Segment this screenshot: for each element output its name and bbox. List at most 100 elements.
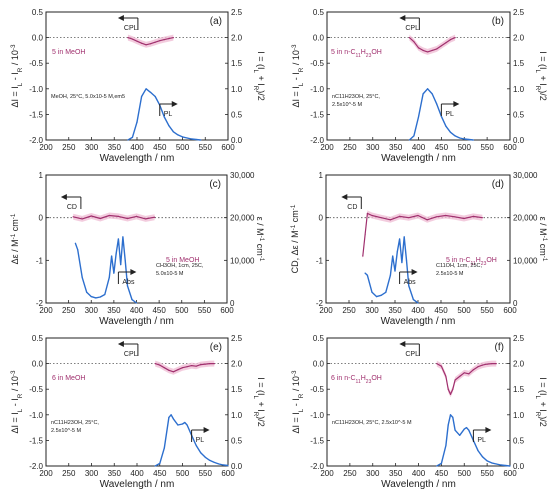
data-point-Abs	[126, 285, 129, 287]
data-point-CPL	[177, 369, 179, 371]
y-axis-label-left: ΔI = IL - IR / 10-3	[10, 44, 24, 107]
data-point-CD	[399, 215, 401, 217]
panel-d: 200 250 300 350 400 450 500 550 600 Wavelength / …	[290, 171, 549, 327]
panel-letter: (c)	[209, 179, 221, 190]
y-tick-label-right: 1.5	[231, 59, 243, 68]
arrow-top-label: CPL	[124, 25, 138, 32]
data-point-PL	[191, 138, 193, 140]
y-tick-label-left: -1	[316, 256, 324, 265]
x-tick-label: 450	[152, 306, 166, 315]
data-point-Abs	[389, 274, 391, 276]
x-axis-label: Wavelength / nm	[381, 153, 456, 164]
y-tick-label-left: -2	[316, 299, 324, 308]
y-axis-label-right-group: I = (IL + IR)/2	[253, 377, 267, 427]
data-point-PL	[417, 116, 420, 118]
arrow-bottom-head	[485, 427, 492, 433]
y-tick-label-right: 1.0	[231, 411, 243, 420]
data-point-Abs	[392, 255, 394, 257]
data-point-Abs	[412, 298, 414, 301]
data-point-CPL	[168, 38, 170, 40]
data-point-CPL	[417, 47, 420, 49]
y-axis-label-right-group: I = (IL + IR)/2	[535, 377, 549, 427]
data-point-PL	[477, 450, 479, 452]
data-point-Abs	[396, 251, 398, 253]
data-point-PL	[454, 429, 456, 431]
y-tick-label-right: 0.0	[513, 462, 525, 471]
data-point-CPL	[481, 364, 484, 366]
data-point-CD	[99, 217, 101, 220]
data-point-Abs	[417, 302, 419, 304]
data-point-PL	[447, 424, 449, 426]
x-tick-label: 550	[198, 306, 212, 315]
y-axis-label-left-group: Δε / M-1 cm-1	[10, 213, 21, 264]
compound-label: 6 in n-C11H23OH	[331, 375, 382, 385]
arrow-bottom-head	[130, 269, 137, 275]
data-point-CD	[380, 217, 382, 219]
y-tick-label-left: 0.5	[313, 8, 325, 17]
data-point-CPL	[436, 48, 438, 50]
data-point-PL	[204, 456, 206, 458]
data-point-CPL	[140, 42, 143, 44]
x-tick-label: 350	[389, 469, 403, 478]
data-point-PL	[504, 464, 507, 467]
condition-note: CH3OH, 1cm, 25C,	[156, 263, 204, 269]
y-axis-label-left: Δε / M-1 cm-1	[10, 213, 21, 264]
y-tick-label-left: -2.0	[29, 462, 43, 471]
y-tick-label-right: 2.0	[231, 34, 243, 43]
y-axis-label-left: ΔI = IL - IR / 10-3	[291, 370, 305, 433]
series-line-Abs	[364, 236, 419, 304]
data-point-CPL	[163, 367, 165, 369]
x-axis-label: Wavelength / nm	[100, 479, 175, 490]
panel-e: 200 250 300 350 400 450 500 550 600 Wavelength / …	[10, 334, 267, 490]
series-line-CPL	[155, 363, 215, 373]
x-tick-label: 400	[130, 306, 144, 315]
data-point-PL	[154, 95, 156, 98]
data-point-Abs	[74, 242, 77, 244]
y-tick-label-left: -0.5	[310, 59, 324, 68]
data-point-PL	[163, 116, 165, 118]
condition-note: nC11H23OH, 25°C,	[51, 420, 99, 426]
condition-note: 5.0x10-5 M	[156, 271, 184, 277]
data-point-CPL	[477, 366, 479, 368]
data-point-CPL	[422, 49, 424, 52]
x-tick-label: 350	[389, 143, 403, 152]
panel-letter: (f)	[495, 342, 504, 353]
x-tick-label: 600	[220, 306, 234, 315]
arrow-top-head	[60, 194, 67, 200]
data-point-Abs	[399, 238, 401, 240]
data-point-CPL	[186, 366, 188, 368]
y-tick-label-left: 1	[39, 171, 44, 180]
data-point-Abs	[122, 236, 124, 238]
data-point-CPL	[440, 45, 442, 47]
y-tick-label-right: 0.5	[513, 110, 525, 119]
data-point-PL	[136, 121, 138, 123]
y-axis-label-right: I = (IL + IR)/2	[535, 51, 549, 101]
y-axis-label-left-group: ΔI = IL - IR / 10-3	[10, 44, 24, 107]
y-tick-label-right: 2.5	[513, 8, 525, 17]
x-tick-label: 500	[458, 143, 472, 152]
data-point-PL	[200, 452, 202, 454]
data-point-CPL	[191, 365, 193, 367]
y-tick-label-right: 0.5	[231, 110, 243, 119]
data-point-CD	[364, 234, 366, 236]
x-tick-label: 400	[412, 469, 426, 478]
data-point-CD	[72, 216, 74, 218]
data-point-CD	[408, 217, 410, 219]
x-tick-label: 450	[435, 143, 449, 152]
data-point-CD	[362, 255, 364, 257]
y-axis-label-right-group: ε / M-1 cm-1	[538, 217, 549, 262]
x-tick-label: 400	[412, 143, 426, 152]
y-axis-label-left-group: ΔI = IL - IR / 10-3	[291, 370, 305, 433]
y-tick-label-right: 10,000	[230, 256, 255, 265]
data-point-PL	[449, 131, 452, 133]
data-point-CPL	[213, 363, 215, 365]
data-point-CPL	[449, 39, 452, 41]
panel-letter: (a)	[210, 16, 222, 27]
data-point-PL	[413, 135, 415, 137]
data-point-CPL	[447, 388, 449, 390]
y-tick-label-right: 2.5	[513, 334, 525, 343]
compound-label: 6 in MeOH	[52, 375, 85, 382]
series-line-CPL	[436, 363, 497, 395]
x-tick-label: 200	[320, 469, 334, 478]
data-point-Abs	[405, 259, 408, 261]
